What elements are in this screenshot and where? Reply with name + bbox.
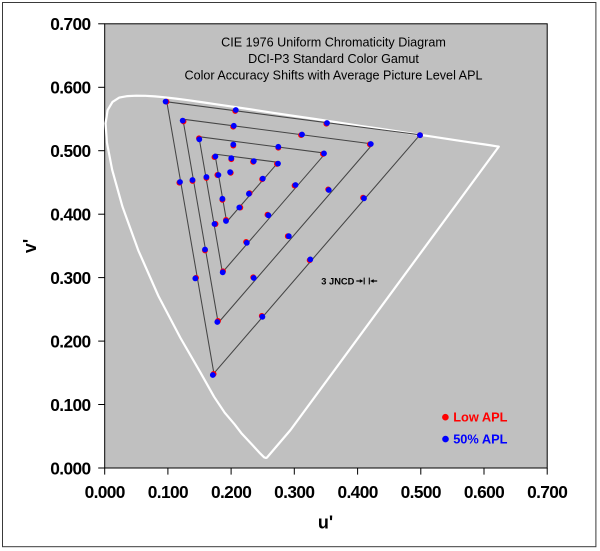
svg-text:Color Accuracy Shifts with Ave: Color Accuracy Shifts with Average Pictu… [185,68,483,82]
svg-text:0.500: 0.500 [50,141,90,161]
svg-text:0.300: 0.300 [50,268,90,288]
svg-text:u': u' [318,513,333,533]
svg-text:0.300: 0.300 [274,482,314,502]
svg-text:0.200: 0.200 [50,332,90,352]
svg-text:DCI-P3 Standard Color Gamut: DCI-P3 Standard Color Gamut [248,52,419,66]
svg-text:0.100: 0.100 [148,482,188,502]
svg-text:0.200: 0.200 [211,482,251,502]
svg-text:0.600: 0.600 [464,482,504,502]
svg-text:0.000: 0.000 [85,482,125,502]
svg-text:50% APL: 50% APL [453,431,507,446]
svg-text:0.700: 0.700 [527,482,567,502]
svg-text:0.400: 0.400 [50,205,90,225]
svg-text:0.000: 0.000 [50,458,90,478]
svg-text:0.700: 0.700 [50,14,90,34]
svg-text:3 JNCD: 3 JNCD [321,276,354,286]
svg-text:Low APL: Low APL [453,409,507,424]
svg-text:0.500: 0.500 [401,482,441,502]
svg-text:0.600: 0.600 [50,78,90,98]
svg-text:0.400: 0.400 [337,482,377,502]
svg-text:CIE 1976 Uniform Chromaticity: CIE 1976 Uniform Chromaticity Diagram [221,36,446,50]
svg-text:v': v' [20,239,40,253]
svg-text:0.100: 0.100 [50,395,90,415]
